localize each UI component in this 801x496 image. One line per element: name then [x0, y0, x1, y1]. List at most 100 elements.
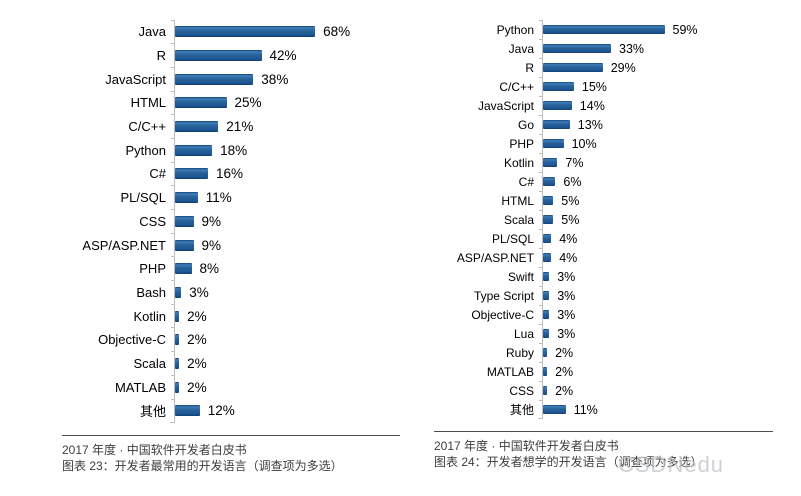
- bar-row: HTML 25%: [62, 90, 400, 115]
- bar-cell: 2%: [171, 351, 400, 376]
- value-label: 2%: [187, 332, 207, 348]
- bar-row: 其他 11%: [434, 399, 773, 419]
- bar-cell: 15%: [539, 76, 773, 96]
- bar: [543, 44, 611, 53]
- bar-row: HTML 5%: [434, 190, 773, 210]
- bar-row: Java 68%: [62, 19, 400, 44]
- bar-row: Java 33%: [434, 38, 773, 58]
- bar-cell: 21%: [171, 114, 400, 139]
- category-label: ASP/ASP.NET: [82, 237, 166, 253]
- bar-row: MATLAB 2%: [434, 361, 773, 381]
- footer-divider: [62, 434, 400, 436]
- bar-row: C/C++ 15%: [434, 76, 773, 96]
- bar: [543, 120, 570, 129]
- bar: [175, 310, 180, 322]
- bar: [175, 97, 227, 109]
- value-label: 13%: [577, 117, 603, 132]
- value-label: 3%: [557, 288, 576, 303]
- bar-cell: 2%: [171, 303, 400, 328]
- bar: [175, 239, 194, 251]
- bar-cell: 68%: [171, 19, 400, 44]
- value-label: 21%: [226, 119, 254, 135]
- category-label: Bash: [136, 284, 166, 300]
- bar: [175, 144, 213, 156]
- bar: [543, 329, 550, 338]
- chart-most-used-plot-area: Java 68% R 42% JavaScript 38% HTML 25% C/C++ 21% P…: [62, 19, 400, 423]
- value-label: 9%: [201, 213, 222, 229]
- bar-row: C# 6%: [434, 171, 773, 191]
- bar: [175, 381, 180, 393]
- bar-row: PHP 8%: [62, 256, 400, 281]
- value-label: 5%: [561, 193, 580, 208]
- value-label: 4%: [559, 250, 578, 265]
- bar: [543, 234, 552, 243]
- category-label: Kotlin: [503, 155, 534, 170]
- value-label: 42%: [269, 48, 297, 64]
- category-label: Objective-C: [98, 332, 166, 348]
- bar-row: CSS 9%: [62, 209, 400, 234]
- bar-row: Lua 3%: [434, 323, 773, 343]
- category-label: MATLAB: [114, 379, 166, 395]
- bar-row: CSS 2%: [434, 380, 773, 400]
- value-label: 7%: [565, 155, 584, 170]
- bar-cell: 33%: [539, 38, 773, 58]
- bar: [175, 192, 198, 204]
- bar-cell: 29%: [539, 57, 773, 77]
- value-label: 14%: [579, 98, 605, 113]
- bar-cell: 2%: [539, 361, 773, 381]
- value-label: 38%: [261, 71, 289, 87]
- category-label: MATLAB: [486, 364, 534, 379]
- value-label: 6%: [563, 174, 582, 189]
- chart-want-to-learn-languages: Python 59% Java 33% R 29% C/C++ 15% JavaScript 14…: [434, 19, 773, 474]
- bar: [543, 196, 554, 205]
- category-label: CSS: [139, 213, 166, 229]
- charts-container: Java 68% R 42% JavaScript 38% HTML 25% C/C++ 21% P…: [62, 19, 773, 474]
- bar: [543, 177, 556, 186]
- bar-cell: 38%: [171, 66, 400, 92]
- bar: [175, 334, 180, 346]
- bar: [175, 26, 316, 38]
- bar-cell: 7%: [539, 152, 773, 172]
- value-label: 10%: [571, 136, 597, 151]
- bar-cell: 2%: [171, 374, 400, 399]
- bar: [543, 101, 572, 110]
- bar-row: ASP/ASP.NET 9%: [62, 232, 400, 257]
- value-label: 15%: [581, 79, 607, 94]
- value-label: 2%: [555, 364, 574, 379]
- bar: [175, 73, 254, 85]
- bar-row: Kotlin 2%: [62, 303, 400, 328]
- chart-want-to-learn-plot-area: Python 59% Java 33% R 29% C/C++ 15% JavaScript 14…: [434, 19, 773, 419]
- value-label: 29%: [610, 60, 636, 75]
- bar: [543, 405, 566, 414]
- bar: [175, 168, 208, 180]
- bar-cell: 16%: [171, 161, 400, 186]
- category-label: PL/SQL: [491, 231, 534, 246]
- category-label: Kotlin: [133, 308, 166, 324]
- bar: [175, 357, 180, 369]
- bar-cell: 2%: [539, 380, 773, 400]
- category-label: Lua: [513, 326, 534, 341]
- bar-cell: 3%: [539, 323, 773, 343]
- category-label: Scala: [503, 212, 534, 227]
- bar-row: Objective-C 2%: [62, 327, 400, 352]
- bar-row: R 42%: [62, 43, 400, 68]
- bar-row: PL/SQL 11%: [62, 185, 400, 210]
- category-label: R: [156, 48, 166, 64]
- category-label: R: [525, 60, 534, 75]
- category-label: Ruby: [505, 345, 534, 360]
- bar-cell: 13%: [539, 114, 773, 134]
- bar-row: Type Script 3%: [434, 285, 773, 305]
- value-label: 59%: [672, 22, 698, 37]
- bar: [543, 272, 550, 281]
- bar-cell: 2%: [539, 342, 773, 362]
- category-label: PHP: [509, 136, 534, 151]
- bar-row: Ruby 2%: [434, 342, 773, 362]
- bar-row: Python 18%: [62, 137, 400, 163]
- bar-row: C# 16%: [62, 161, 400, 186]
- category-label: Objective-C: [471, 307, 534, 322]
- bar-cell: 3%: [171, 280, 400, 305]
- bar-row: Python 59%: [434, 19, 773, 39]
- value-label: 2%: [187, 308, 207, 324]
- bar: [175, 50, 262, 62]
- value-label: 16%: [216, 166, 244, 182]
